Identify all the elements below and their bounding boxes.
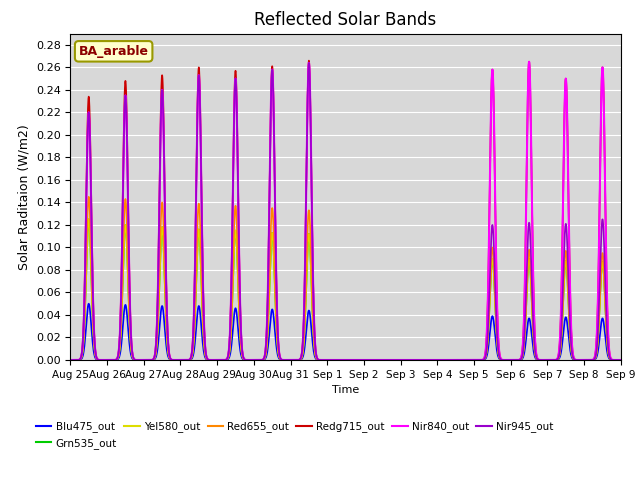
Nir840_out [67, 357, 74, 363]
Nir840_out [502, 357, 509, 363]
Nir945_out [414, 357, 422, 363]
Nir945_out [96, 357, 104, 363]
Blu475_out [440, 357, 447, 363]
Blu475_out [502, 357, 509, 363]
Grn535_out [279, 357, 287, 363]
Redg715_out [502, 357, 509, 363]
Redg715_out [67, 357, 74, 363]
Title: Reflected Solar Bands: Reflected Solar Bands [255, 11, 436, 29]
Blu475_out [67, 357, 74, 363]
Red655_out [414, 357, 422, 363]
Red655_out [440, 357, 447, 363]
Line: Grn535_out: Grn535_out [70, 219, 640, 360]
Grn535_out [440, 357, 447, 363]
Line: Red655_out: Red655_out [70, 197, 640, 360]
Text: BA_arable: BA_arable [79, 45, 148, 58]
Redg715_out [440, 357, 447, 363]
Redg715_out [414, 357, 422, 363]
Blu475_out [414, 357, 422, 363]
Nir945_out [533, 356, 541, 362]
Nir945_out [305, 60, 313, 66]
Red655_out [279, 357, 287, 363]
Yel580_out [67, 357, 74, 363]
Y-axis label: Solar Raditaion (W/m2): Solar Raditaion (W/m2) [17, 124, 30, 270]
Yel580_out [96, 357, 104, 363]
Redg715_out [323, 357, 331, 363]
Blu475_out [96, 357, 104, 363]
Redg715_out [533, 355, 541, 360]
Nir840_out [96, 357, 104, 363]
Line: Nir840_out: Nir840_out [70, 62, 640, 360]
Nir945_out [502, 357, 509, 363]
Redg715_out [96, 357, 104, 363]
Nir945_out [440, 357, 447, 363]
Nir840_out [525, 59, 533, 65]
Nir840_out [440, 357, 447, 363]
Red655_out [67, 357, 74, 363]
Line: Yel580_out: Yel580_out [70, 219, 640, 360]
Redg715_out [279, 357, 287, 363]
Yel580_out [533, 356, 541, 362]
X-axis label: Time: Time [332, 385, 359, 395]
Redg715_out [305, 58, 313, 63]
Red655_out [85, 194, 93, 200]
Nir945_out [323, 357, 331, 363]
Yel580_out [85, 216, 93, 222]
Legend: Blu475_out, Grn535_out, Yel580_out, Red655_out, Redg715_out, Nir840_out, Nir945_: Blu475_out, Grn535_out, Yel580_out, Red6… [31, 417, 557, 453]
Grn535_out [85, 216, 93, 222]
Blu475_out [279, 357, 287, 363]
Blu475_out [533, 357, 541, 362]
Yel580_out [440, 357, 447, 363]
Red655_out [533, 356, 541, 362]
Grn535_out [323, 357, 331, 363]
Yel580_out [502, 357, 509, 363]
Red655_out [502, 357, 509, 363]
Grn535_out [96, 357, 104, 363]
Blu475_out [85, 301, 93, 307]
Blu475_out [323, 357, 331, 363]
Red655_out [96, 357, 104, 363]
Nir945_out [279, 357, 287, 363]
Line: Nir945_out: Nir945_out [70, 63, 640, 360]
Nir840_out [279, 357, 287, 363]
Nir840_out [323, 357, 331, 363]
Nir945_out [67, 357, 74, 363]
Grn535_out [533, 356, 541, 362]
Line: Redg715_out: Redg715_out [70, 60, 640, 360]
Yel580_out [323, 357, 331, 363]
Nir840_out [533, 355, 541, 360]
Nir840_out [414, 357, 422, 363]
Red655_out [323, 357, 331, 363]
Yel580_out [279, 357, 287, 363]
Grn535_out [414, 357, 422, 363]
Line: Blu475_out: Blu475_out [70, 304, 640, 360]
Grn535_out [502, 357, 509, 363]
Yel580_out [414, 357, 422, 363]
Grn535_out [67, 357, 74, 363]
